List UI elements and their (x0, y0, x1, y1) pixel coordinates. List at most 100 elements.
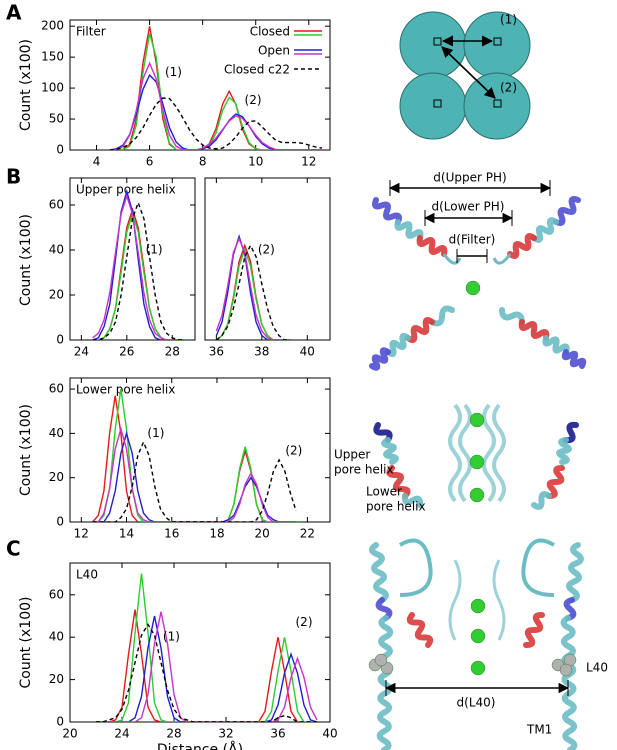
series-line (109, 97, 323, 150)
x-tick-label: 16 (164, 527, 179, 541)
y-tick-label: 150 (41, 50, 64, 64)
series-line (215, 243, 291, 340)
y-tick-label: 0 (56, 143, 64, 157)
helix-ribbon (406, 612, 434, 648)
helix-ribbon (499, 307, 525, 325)
filter-strand (448, 403, 462, 503)
distance-label: (2) (500, 81, 517, 95)
series-line (215, 237, 291, 340)
plot-frame (69, 177, 196, 341)
x-tick-label: 40 (300, 345, 315, 359)
helix-ribbon (560, 615, 578, 750)
site (493, 37, 502, 46)
helix-ribbon (518, 319, 550, 341)
filter-strand (482, 403, 496, 503)
x-tick-label: 28 (165, 345, 180, 359)
y-tick-label: 60 (49, 587, 64, 601)
site (433, 37, 442, 46)
filter-schematic: (1) (2) (399, 11, 531, 140)
panel-label: A (6, 1, 22, 25)
ion (470, 660, 486, 676)
x-tick-label: 32 (218, 727, 233, 741)
series-line (109, 61, 322, 150)
x-tick-label: 12 (74, 527, 89, 541)
loop (521, 538, 556, 597)
plot-frame (69, 19, 331, 151)
x-axis-label: Distance (Å) (157, 741, 243, 750)
panel-label: C (6, 537, 21, 561)
x-tick-label: 36 (209, 345, 224, 359)
y-axis-label: Count (x100) (18, 214, 34, 306)
x-tick-label: 4 (93, 155, 101, 169)
x-tick-label: 20 (62, 727, 77, 741)
ion (469, 412, 485, 428)
loop (442, 253, 462, 265)
helix-ribbon (405, 317, 435, 343)
ion (559, 663, 573, 677)
series-line (92, 188, 184, 340)
series-line (96, 573, 317, 722)
helix-ribbon (394, 219, 424, 241)
annotation: (1) (165, 65, 182, 79)
y-tick-label: 60 (49, 198, 64, 212)
series-line (92, 389, 297, 522)
residue-label: L40 (586, 661, 608, 675)
series-line (109, 73, 322, 150)
x-tick-label: 24 (74, 345, 89, 359)
series-line (96, 611, 318, 722)
y-tick-label: 200 (41, 19, 64, 33)
loop (492, 559, 506, 641)
helix-label: pore helix (334, 463, 394, 477)
helix-ribbon (369, 542, 389, 603)
series-line (215, 234, 291, 340)
y-tick-label: 40 (49, 426, 64, 440)
filter-strand (458, 403, 472, 503)
panel-title: Upper pore helix (76, 183, 176, 197)
ion (469, 487, 485, 503)
helix-ribbon (375, 597, 393, 621)
legend-label: Closed (250, 25, 290, 39)
x-tick-label: 12 (301, 155, 316, 169)
y-tick-label: 0 (56, 715, 64, 729)
y-tick-label: 40 (49, 630, 64, 644)
annotation: (2) (245, 93, 262, 107)
pore-helix-top-measures: d(Upper PH) d(Lower PH) d(Filter) (388, 171, 552, 263)
x-tick-label: 24 (114, 727, 129, 741)
ion (470, 628, 486, 644)
helix-ribbon (563, 421, 579, 444)
helix-ribbon (531, 217, 559, 243)
site (433, 99, 442, 108)
series-line (92, 426, 297, 522)
annotation: (2) (285, 444, 302, 458)
series-line (109, 26, 322, 150)
helix-ribbon (371, 197, 403, 225)
ion (374, 653, 388, 667)
distance-label: (1) (500, 13, 517, 27)
helix-ribbon (381, 437, 399, 465)
panel-title: L40 (76, 568, 98, 582)
series-line (92, 211, 184, 340)
distance-label: d(Upper PH) (433, 171, 506, 185)
loop (448, 559, 462, 641)
x-tick-label: 26 (119, 345, 134, 359)
panel-title: Filter (76, 25, 106, 39)
series-line (92, 200, 184, 340)
annotation: (1) (146, 243, 163, 257)
helix-ribbon (531, 491, 552, 510)
annotation: (2) (296, 615, 313, 629)
loop (492, 253, 512, 265)
legend-label: Closed c22 (224, 63, 290, 77)
y-tick-label: 0 (56, 333, 64, 347)
filter-strand (492, 403, 506, 503)
panel-label: B (6, 165, 21, 189)
y-axis-label: Count (x100) (18, 597, 34, 689)
helix-ribbon (542, 335, 570, 355)
helix-label: TM1 (526, 723, 552, 737)
helix-ribbon (556, 437, 572, 465)
x-tick-label: 10 (248, 155, 263, 169)
series-line (92, 430, 297, 522)
annotation: (1) (147, 426, 164, 440)
x-tick-label: 38 (254, 345, 269, 359)
